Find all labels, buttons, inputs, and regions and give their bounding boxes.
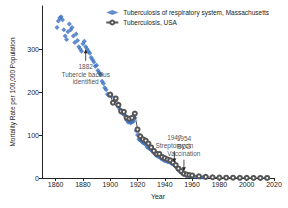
svg-text:Tuberculosis of respiratory sy: Tuberculosis of respiratory system, Mass… bbox=[123, 9, 269, 17]
svg-text:BCG: BCG bbox=[177, 143, 191, 150]
svg-text:Mortality Rate per 100,000 Pop: Mortality Rate per 100,000 Population bbox=[9, 37, 17, 147]
svg-text:1960: 1960 bbox=[184, 181, 200, 188]
svg-text:1947: 1947 bbox=[167, 134, 182, 142]
svg-text:1860: 1860 bbox=[48, 181, 64, 188]
svg-text:1920: 1920 bbox=[130, 181, 146, 188]
svg-text:2000: 2000 bbox=[239, 181, 255, 188]
svg-text:2020: 2020 bbox=[266, 181, 282, 188]
svg-text:1940: 1940 bbox=[157, 181, 173, 188]
svg-text:Year: Year bbox=[151, 193, 166, 200]
svg-text:1900: 1900 bbox=[102, 181, 118, 188]
svg-text:Tubercle bacillus: Tubercle bacillus bbox=[61, 71, 110, 78]
svg-text:1880: 1880 bbox=[75, 181, 91, 188]
svg-text:Tuberculosis, USA: Tuberculosis, USA bbox=[123, 19, 177, 26]
svg-text:200: 200 bbox=[27, 89, 39, 96]
svg-text:0: 0 bbox=[35, 175, 39, 182]
svg-text:1882: 1882 bbox=[78, 63, 93, 70]
svg-text:300: 300 bbox=[27, 46, 39, 53]
svg-text:Streptomycin: Streptomycin bbox=[155, 142, 193, 150]
svg-text:100: 100 bbox=[27, 132, 39, 139]
svg-text:1980: 1980 bbox=[212, 181, 228, 188]
svg-text:Vaccination: Vaccination bbox=[167, 150, 201, 157]
svg-text:identified: identified bbox=[73, 78, 99, 85]
svg-text:1954: 1954 bbox=[177, 135, 192, 142]
